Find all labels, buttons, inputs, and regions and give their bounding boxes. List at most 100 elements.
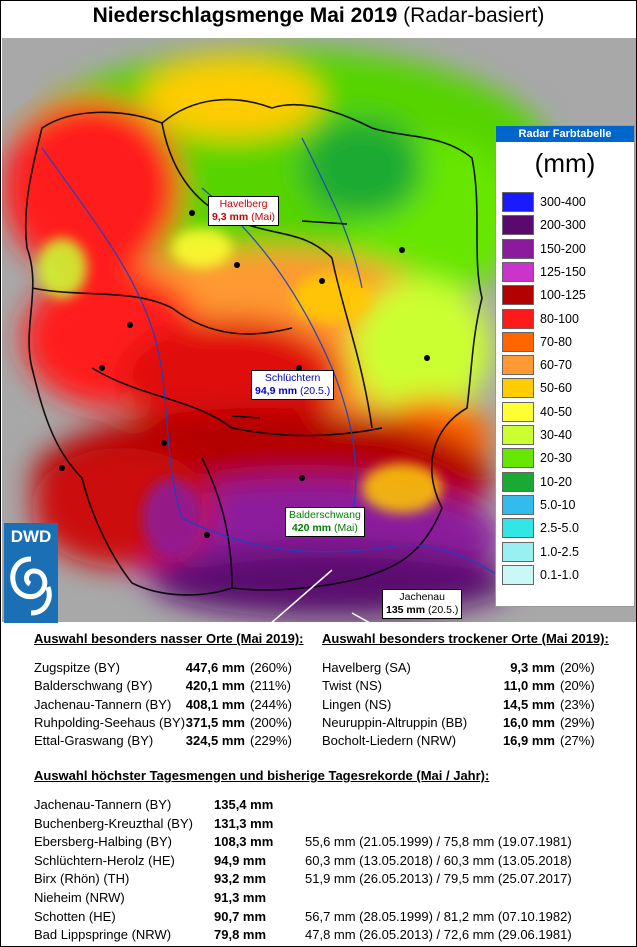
daily-value: 91,3 mm [214,890,267,905]
dry-place: Neuruppin-Altruppin (BB) [322,714,468,730]
daily-value: 79,8 mm [214,927,267,943]
dry-pct: (27%) [560,733,595,749]
daily-place: Jachenau-Tannern (BY) [34,797,172,812]
daily-record: 47,8 mm (26.05.2013) / 72,6 mm (29.06.19… [305,927,572,943]
city-marker [299,475,305,481]
label-note: (Mai) [333,522,358,534]
legend-entry: 100-125 [502,285,630,306]
wet-value: 420,1 mm [185,678,245,694]
dry-pct: (20%) [560,678,595,694]
precip-zone-northeast-dry [302,118,422,218]
legend-entry: 70-80 [502,331,630,352]
dry-value: 9,3 mm [510,660,555,675]
legend-header: Radar Farbtabelle [496,126,634,142]
dwd-logo: DWD [4,523,58,623]
legend-label: 40-50 [540,404,572,419]
wet-pct: (229%) [250,733,292,749]
daily-place: Birx (Rhön) (TH) [34,871,130,887]
daily-value: 94,9 mm [214,852,267,868]
legend-label: 125-150 [540,264,586,279]
daily-place: Nieheim (NRW) [34,890,125,905]
legend-swatch [502,331,534,352]
wet-pct: (260%) [250,660,292,675]
daily-place: Buchenberg-Kreuzthal (BY) [34,815,193,831]
city-marker [59,465,65,471]
map-title: Niederschlagsmenge Mai 2019 (Radar-basie… [0,4,637,28]
state-border [201,457,233,589]
legend-entry: 150-200 [502,238,630,259]
city-marker [399,247,405,253]
precip-zone-northwest [2,98,182,278]
precip-zone-hesse [122,318,342,438]
city-marker [424,355,430,361]
pointer-havelberg [301,220,348,225]
dwd-logo-text: DWD [10,527,52,546]
precip-spot-black-forest [142,478,202,558]
daily-value: 131,3 mm [214,815,274,831]
daily-place: Schotten (HE) [34,908,116,924]
legend-swatch [502,471,534,492]
legend-label: 1.0-2.5 [540,544,579,559]
legend-label: 30-40 [540,428,572,442]
legend-entry: 60-70 [502,355,630,376]
legend-entry: 20-30 [502,448,630,469]
legend-entry: 10-20 [502,471,630,492]
legend-swatch [502,494,534,515]
wet-value: 371,5 mm [185,714,245,730]
legend-label: 80-100 [540,311,579,326]
legend-swatch [502,448,534,469]
daily-place: Schlüchtern-Herolz (HE) [34,852,175,868]
wet-place: Zugspitze (BY) [34,660,120,675]
legend-entry: 80-100 [502,308,630,329]
precip-zone-north-center [142,58,322,138]
legend-label: 70-80 [540,334,572,349]
pointer-balderschwang [271,569,333,622]
wet-place: Ruhpolding-Seehaus (BY) [34,714,186,730]
dry-pct: (29%) [560,714,595,730]
city-marker [127,322,133,328]
label-place: Havelberg [219,198,268,210]
legend-label: 200-300 [540,218,586,233]
city-marker [234,262,240,268]
legend-label: 60-70 [540,358,572,373]
dry-place: Havelberg (SA) [322,660,411,675]
label-value-line: 420 mm (Mai) [292,522,358,534]
city-marker [189,210,195,216]
legend-swatch [502,355,534,376]
river [181,517,503,579]
wet-place: Jachenau-Tannern (BY) [34,696,172,712]
daily-place: Bad Lippspringe (NRW) [34,927,172,943]
legend-swatch [502,401,534,422]
precip-spot-harz [172,228,232,268]
label-value: 135 mm [386,604,426,616]
daily-record: 56,7 mm (28.05.1999) / 81,2 mm (07.10.19… [305,908,572,924]
dry-pct: (23%) [560,696,595,712]
legend-entry: 125-150 [502,261,630,282]
legend-swatch [502,238,534,259]
no-data-area-left [2,38,42,118]
city-marker [161,440,167,446]
label-note: (Mai) [251,211,276,223]
legend-label: 10-20 [540,474,572,489]
label-place: Schlüchtern [264,372,321,384]
legend-unit: (mm) [534,148,596,178]
state-border [331,257,373,429]
pointer-jachenau [351,612,370,622]
river [301,137,363,289]
label-place: Jachenau [399,591,445,603]
wet-pct: (244%) [250,696,292,712]
legend-label: 100-125 [540,288,586,303]
label-value-line: 135 mm (20.5.) [386,604,458,616]
legend-swatch [502,425,534,445]
legend-entry: 50-60 [502,378,630,399]
legend-label: 5.0-10 [540,497,576,512]
dry-value: 14,5 mm [502,696,555,712]
dwd-swirl-icon [10,556,52,616]
state-border [91,367,383,437]
daily-value: 135,4 mm [214,797,274,812]
color-legend: Radar Farbtabelle (mm) 300-400 200-300 150… [495,125,635,607]
dry-place: Twist (NS) [322,678,382,694]
legend-swatch [502,378,534,399]
legend-swatch [502,308,534,329]
label-value-line: 9,3 mm (Mai) [212,211,275,223]
